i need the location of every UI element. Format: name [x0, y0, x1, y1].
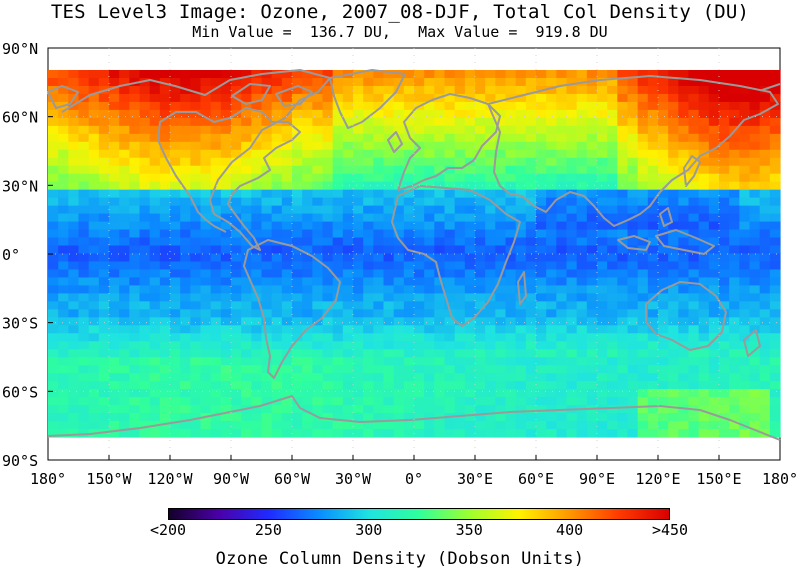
lon-tick-label: 30°W [335, 470, 372, 488]
lon-tick-label: 150°W [86, 470, 132, 488]
lon-tick-label: 90°E [579, 470, 615, 488]
lon-tick-label: 120°W [147, 470, 193, 488]
lon-tick-label: 90°W [213, 470, 250, 488]
min-max-subtitle: Min Value = 136.7 DU, Max Value = 919.8 … [0, 23, 800, 41]
lon-tick-label: 180° [30, 470, 66, 488]
lon-tick-label: 30°E [457, 470, 493, 488]
colorbar-tick-label: 400 [556, 521, 584, 539]
max-label: Max Value = [418, 23, 518, 41]
max-value: 919.8 DU [535, 23, 608, 41]
lon-tick-label: 150°E [696, 470, 741, 488]
latitude-axis: 90°N 60°N 30°N 0° 30°S 60°S 90°S [2, 40, 53, 470]
ozone-field [48, 70, 781, 438]
lat-tick-label: 30°S [2, 315, 38, 333]
longitude-axis: 180° 150°W 120°W 90°W 60°W 30°W 0° 30°E 60°E 90°E… [30, 455, 798, 488]
lon-tick-label: 60°W [274, 470, 311, 488]
colorbar-tick-label: 350 [455, 521, 483, 539]
colorbar-title: Ozone Column Density (Dobson Units) [215, 549, 585, 569]
lon-tick-label: 60°E [518, 470, 554, 488]
lat-tick-label: 60°N [2, 109, 38, 127]
colorbar-tick-label: 250 [254, 521, 282, 539]
lat-tick-label: 90°N [2, 40, 38, 58]
colorbar-tick-label: >450 [651, 521, 689, 539]
lat-tick-label: 90°S [2, 452, 38, 470]
graticule [48, 48, 780, 460]
lat-tick-label: 60°S [2, 383, 38, 401]
lon-tick-label: 120°E [635, 470, 680, 488]
lon-tick-label: 180° [762, 470, 798, 488]
colorbar [168, 508, 670, 520]
min-label: Min Value = [192, 23, 292, 41]
map-title: TES Level3 Image: Ozone, 2007_08-DJF, To… [50, 1, 750, 23]
lat-tick-label: 30°N [2, 177, 38, 195]
colorbar-tick-label: 300 [355, 521, 383, 539]
min-value: 136.7 DU, [309, 23, 391, 41]
colorbar-tick-label: <200 [149, 521, 187, 539]
lon-tick-label: 0° [405, 470, 423, 488]
lat-tick-label: 0° [2, 246, 20, 264]
